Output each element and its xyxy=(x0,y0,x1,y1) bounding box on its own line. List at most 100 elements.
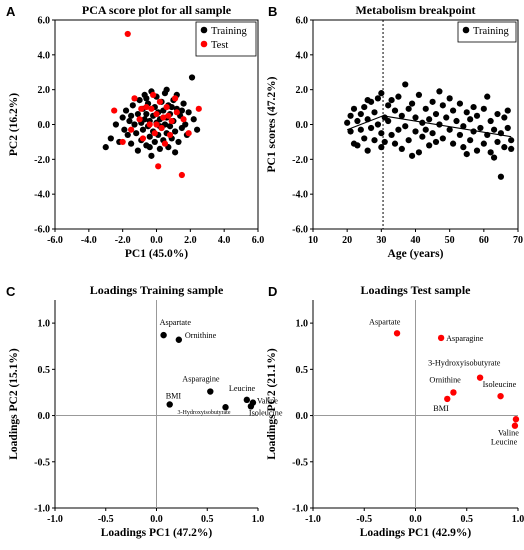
panel-d-y-tick-label: 0.5 xyxy=(296,365,309,376)
panel-b-point xyxy=(374,121,382,128)
panel-c-point-label: Asparagine xyxy=(182,375,220,384)
panel-b-point xyxy=(487,117,494,125)
panel-a-point xyxy=(121,126,128,133)
panel-d-point-label: BMI xyxy=(433,404,449,413)
panel-a-point xyxy=(166,123,174,130)
panel-d-title: Loadings Test sample xyxy=(360,283,471,297)
panel-b-point xyxy=(456,100,464,107)
panel-a-point xyxy=(168,117,175,125)
panel-b-point xyxy=(467,137,474,144)
panel-a-point xyxy=(143,103,150,111)
panel-b-point xyxy=(378,144,385,151)
panel-a-point xyxy=(151,130,158,137)
panel-c-x-tick-label: 0.5 xyxy=(201,514,214,525)
panel-a-point xyxy=(102,144,109,151)
panel-a-x-tick-label: -4.0 xyxy=(81,235,97,246)
panel-b-point xyxy=(508,145,515,152)
panel-b-point xyxy=(460,144,467,151)
panel-a-point xyxy=(178,107,185,114)
panel-a-x-tick-label: -2.0 xyxy=(115,235,131,246)
panel-b-ylabel: PC1 scores (47.2%) xyxy=(266,76,278,172)
panel-d-point xyxy=(444,395,451,403)
panel-a-point xyxy=(134,110,141,118)
panel-a-point xyxy=(150,91,157,98)
panel-b-point xyxy=(408,152,416,159)
panel-d-y-tick-label: 1.0 xyxy=(296,319,309,330)
panel-d-point-label: Isoleucine xyxy=(483,380,517,389)
panel-d-point-label: 3-Hydroxyisobutyrate xyxy=(428,359,501,368)
panel-b-point xyxy=(484,93,491,100)
panel-d-point-label: Valine xyxy=(498,428,519,437)
panel-b-point xyxy=(436,88,443,95)
panel-a-point xyxy=(126,117,133,125)
panel-b-x-tick-label: 40 xyxy=(411,235,421,246)
panel-b-point xyxy=(385,102,392,109)
panel-b-point xyxy=(364,97,371,104)
panel-b-point xyxy=(374,95,382,102)
panel-a-point xyxy=(156,98,163,105)
panel-b-point xyxy=(412,114,419,121)
panel-b-point xyxy=(504,107,511,114)
panel-b-point xyxy=(504,124,511,132)
panel-b-point xyxy=(378,90,385,97)
panel-b-point xyxy=(480,140,487,147)
panel-b-point xyxy=(381,138,388,146)
panel-b-point xyxy=(497,173,505,180)
panel-c-point xyxy=(247,403,255,410)
panel-d-point-label: Ornithine xyxy=(429,375,461,384)
panel-d-point-label: Aspartate xyxy=(369,317,401,326)
panel-b-point xyxy=(385,117,392,125)
panel-d-y-tick-label: -0.5 xyxy=(292,457,308,468)
panel-a-point xyxy=(185,109,192,116)
panel-c-point xyxy=(160,331,167,339)
panel-a-point xyxy=(124,30,131,38)
panel-b-point xyxy=(378,130,385,137)
panel-c-point xyxy=(222,404,229,411)
panel-b-point xyxy=(422,126,429,133)
panel-a-point xyxy=(165,112,172,119)
panel-a-x-tick-label: 4.0 xyxy=(218,235,231,246)
panel-a-point xyxy=(122,107,130,114)
panel-b-point xyxy=(487,149,494,156)
panel-a-point xyxy=(129,102,136,109)
panel-c-x-tick-label: 1.0 xyxy=(252,514,265,525)
panel-b-point xyxy=(463,109,470,116)
panel-b-point xyxy=(456,131,464,139)
panel-a-point xyxy=(131,121,138,128)
panel-b-legend-label: Training xyxy=(473,26,510,37)
panel-a-y-tick-label: -6.0 xyxy=(34,225,50,236)
panel-b-plot-frame xyxy=(312,19,519,230)
panel-b-point xyxy=(371,109,378,116)
panel-b-point xyxy=(357,126,364,133)
panel-c-point-label: Ornithine xyxy=(185,331,217,340)
panel-b-point xyxy=(398,112,405,119)
panel-b-point xyxy=(501,144,508,151)
panel-b-x-tick-label: 70 xyxy=(513,235,523,246)
panel-a-x-tick-label: 6.0 xyxy=(252,235,265,246)
panel-c-y-tick-label: 1.0 xyxy=(38,319,51,330)
panel-c-y-tick-label: -0.5 xyxy=(34,457,50,468)
panel-d-ylabel: Loadings PC2 (21.1%) xyxy=(266,348,278,460)
panel-a-point xyxy=(112,121,119,128)
panel-a-point xyxy=(146,133,153,140)
panel-a: A PCA score plot for all sample PC1 (45.… xyxy=(6,3,264,260)
panel-a-point xyxy=(172,128,179,135)
panel-b-point xyxy=(419,133,426,140)
panel-b-point xyxy=(364,147,371,154)
panel-b-letter: B xyxy=(268,4,277,19)
panel-b-point xyxy=(388,97,395,104)
panel-a-point xyxy=(146,121,153,128)
panel-d-point xyxy=(437,334,445,342)
panel-a-point xyxy=(151,138,158,146)
panel-d-xlabel: Loadings PC1 (42.9%) xyxy=(360,527,472,539)
panel-b-point xyxy=(446,126,453,133)
panel-b-point xyxy=(467,116,474,123)
panel-b-point xyxy=(357,110,364,118)
panel-b-point xyxy=(508,137,515,144)
panel-a-point xyxy=(175,138,182,146)
panel-c-point-label: Leucine xyxy=(229,384,256,393)
panel-a-point xyxy=(185,130,192,137)
panel-a-point xyxy=(138,105,145,112)
panel-b-y-tick-label: -4.0 xyxy=(292,190,308,201)
panel-b-point xyxy=(426,116,433,123)
